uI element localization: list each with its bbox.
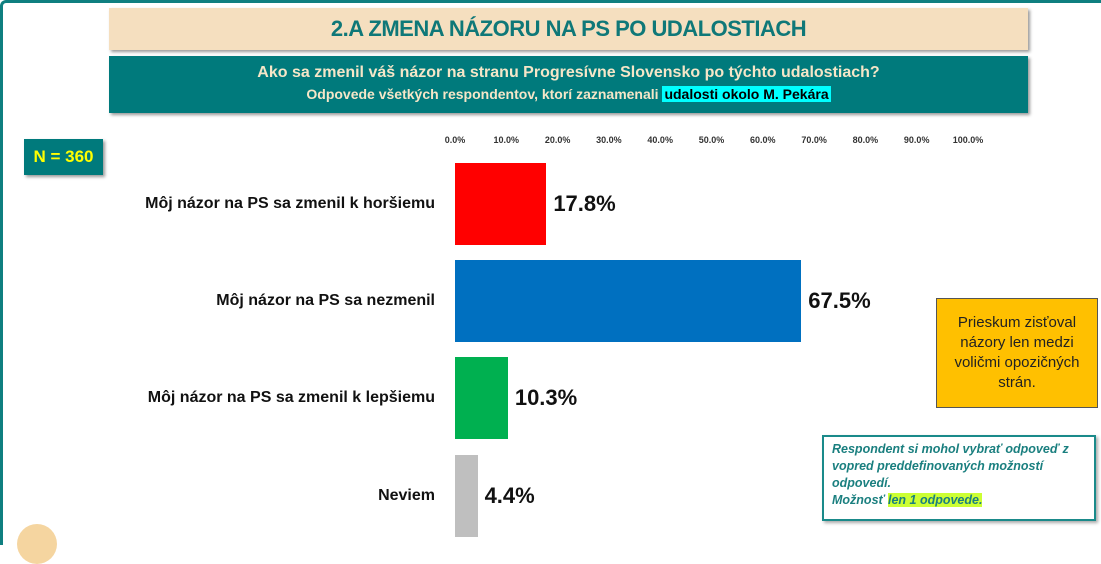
- question-text: Ako sa zmenil váš názor na stranu Progre…: [257, 64, 880, 81]
- category-label: Môj názor na PS sa zmenil k horšiemu: [145, 195, 435, 212]
- x-tick-label: 100.0%: [952, 135, 984, 145]
- x-tick-label: 20.0%: [544, 135, 571, 145]
- bar: [455, 357, 508, 439]
- data-label: 4.4%: [484, 483, 535, 508]
- category-label: Môj názor na PS sa zmenil k lepšiemu: [147, 389, 435, 406]
- data-label: 67.5%: [808, 288, 871, 313]
- subtitle-text: Odpovede všetkých respondentov, ktorí za…: [306, 86, 663, 102]
- category-label: Môj názor na PS sa nezmenil: [216, 292, 435, 309]
- bar: [455, 163, 547, 245]
- x-tick-label: 90.0%: [903, 135, 930, 145]
- survey-note: Prieskum zisťoval názory len medzi volič…: [936, 298, 1098, 408]
- bar: [455, 455, 478, 537]
- x-tick-label: 60.0%: [750, 135, 776, 145]
- x-tick-label: 70.0%: [801, 135, 827, 145]
- question-banner: Ako sa zmenil váš názor na stranu Progre…: [109, 56, 1028, 113]
- x-tick-label: 50.0%: [698, 135, 725, 145]
- data-label: 17.8%: [553, 191, 616, 216]
- respondent-note: Respondent si mohol vybrať odpoveď z vop…: [822, 435, 1096, 521]
- respondent-note-highlight: len 1 odpovede.: [887, 493, 983, 507]
- x-tick-label: 80.0%: [852, 135, 879, 145]
- data-label: 10.3%: [514, 385, 578, 410]
- sample-size-badge: N = 360: [24, 139, 103, 175]
- category-label: Neviem: [378, 487, 435, 504]
- x-tick-label: 30.0%: [596, 135, 622, 145]
- bar: [455, 260, 802, 342]
- page-title: 2.A ZMENA NÁZORU NA PS PO UDALOSTIACH: [109, 8, 1028, 50]
- x-tick-label: 40.0%: [647, 135, 673, 145]
- subtitle-highlight: udalosti okolo M. Pekára: [662, 86, 831, 102]
- slide-frame: [0, 0, 1101, 545]
- x-tick-label: 0.0%: [444, 135, 466, 145]
- subtitle: Odpovede všetkých respondentov, ktorí za…: [109, 86, 1028, 102]
- logo-icon: [17, 524, 57, 564]
- x-tick-label: 10.0%: [493, 135, 520, 145]
- respondent-note-prefix: Možnosť: [832, 493, 888, 507]
- respondent-note-text: Respondent si mohol vybrať odpoveď z vop…: [832, 442, 1069, 490]
